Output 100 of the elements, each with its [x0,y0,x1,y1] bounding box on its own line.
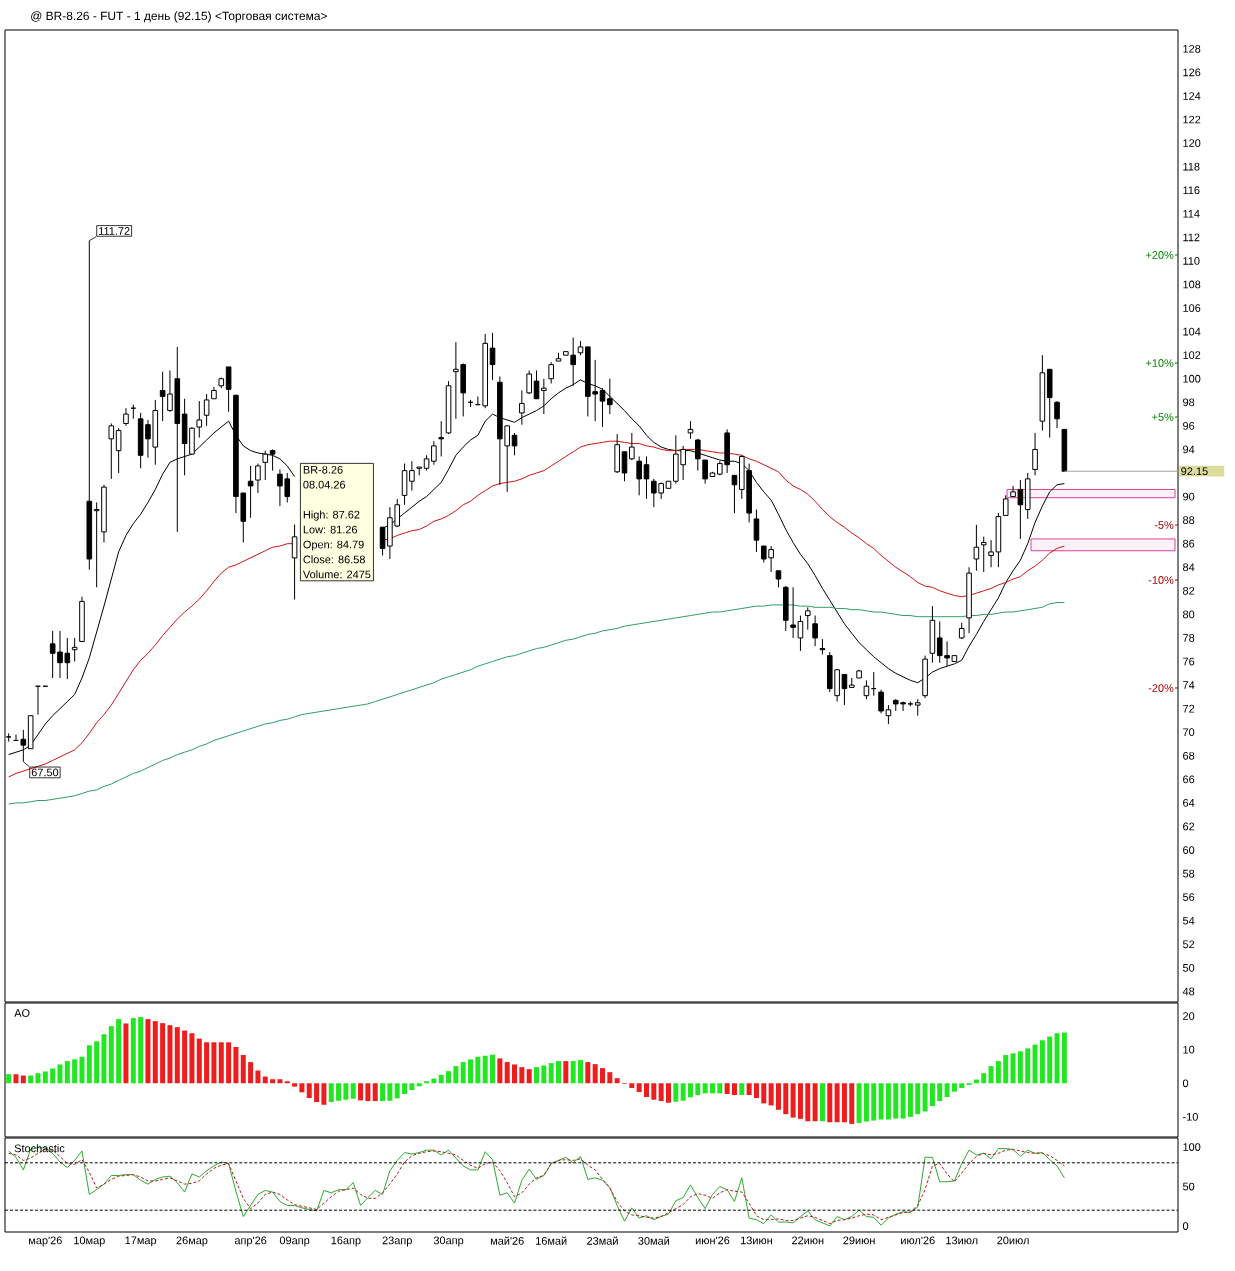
bar [702,1083,708,1094]
candlestick [489,332,496,381]
bar [651,1083,657,1100]
bar [468,1059,474,1084]
bar [607,1072,613,1084]
bar [665,1083,671,1103]
bar [1047,1036,1053,1084]
bar [167,1025,173,1084]
y-tick-label: 96 [1183,421,1195,430]
candlestick [533,369,540,400]
bar [885,1083,891,1120]
bar [512,1064,518,1084]
bar [394,1083,400,1099]
y-tick-label: 76 [1183,657,1195,666]
bar [218,1042,224,1084]
candlestick [71,637,78,662]
bar [929,1083,935,1107]
bar [995,1061,1001,1084]
bar [717,1083,723,1094]
bar [1054,1033,1060,1084]
bar [182,1030,188,1084]
bar [1003,1055,1009,1084]
y-tick-label: 116 [1183,186,1200,195]
bar [358,1083,364,1101]
bar [878,1083,884,1120]
candlestick [291,524,298,601]
x-tick-label: 16апр [331,1236,361,1247]
bar [981,1073,987,1084]
bar [497,1058,503,1084]
bar [13,1074,19,1084]
candlestick [1002,494,1009,516]
bar [138,1017,144,1084]
ref-line-label: 92.15 [1181,467,1208,476]
bar [922,1083,928,1112]
bar [893,1083,899,1119]
y-tick-label: 0 [1182,1222,1189,1230]
bar [372,1083,378,1102]
bar [687,1083,693,1098]
bar [460,1062,466,1084]
candlestick [548,361,554,384]
bar [739,1083,745,1096]
y-tick-label: -10 [1183,1112,1198,1121]
bar [28,1075,34,1084]
x-tick-label: 13июн [741,1236,772,1245]
candlestick [621,451,628,482]
chart-title: @ BR-8.26 - FUT - 1 день (92.15) <Торговая система> [31,11,327,23]
bar [526,1069,532,1084]
bar [321,1083,327,1105]
y-tick-label: 64 [1183,799,1195,807]
bar [1032,1044,1038,1084]
candlestick [247,465,254,519]
annotation: 08.04.26 [303,480,346,489]
annotation: Open: 84.79 [303,540,364,551]
x-tick-label: 16май [536,1236,567,1245]
bar [600,1068,605,1084]
candlestick [519,390,525,426]
bar [585,1062,591,1084]
annotation: High: 87.62 [303,510,360,521]
y-tick-label: 126 [1183,68,1201,77]
bar [482,1055,488,1084]
candlestick [108,423,115,480]
bar [731,1083,737,1096]
bar [534,1067,540,1084]
bar [563,1061,569,1084]
y-tick-label: 94 [1183,445,1195,454]
candlestick [511,432,518,456]
bar [101,1034,107,1084]
bar [284,1081,290,1084]
bar [1039,1040,1045,1084]
bar [819,1083,825,1122]
annotation: 67.50 [31,768,59,777]
bar [768,1083,774,1106]
bar [812,1083,818,1122]
x-tick-label: 30апр [433,1236,464,1247]
bar [775,1083,781,1110]
x-tick-label: 20июл [997,1236,1029,1245]
bar [240,1055,246,1084]
y-tick-label: 80 [1183,610,1195,619]
bar [211,1042,217,1084]
bar [841,1083,847,1123]
bar [1025,1048,1031,1084]
x-tick-label: май'26 [490,1236,524,1245]
bar [387,1083,393,1101]
candlestick [196,400,203,439]
bar [578,1060,584,1084]
y-tick-label: 0 [1182,1079,1189,1088]
annotation: +20% [1146,251,1174,259]
candlestick [262,450,269,481]
bar [86,1045,92,1084]
bar [753,1083,759,1099]
candlestick [863,679,870,700]
y-tick-label: 110 [1183,257,1200,265]
bar [805,1083,811,1122]
bar [900,1083,906,1119]
candlestick [599,387,606,428]
bar [849,1083,855,1124]
y-tick-label: 124 [1183,92,1201,100]
bar [746,1083,752,1096]
y-tick-label: 128 [1183,44,1201,53]
bar [790,1083,796,1118]
